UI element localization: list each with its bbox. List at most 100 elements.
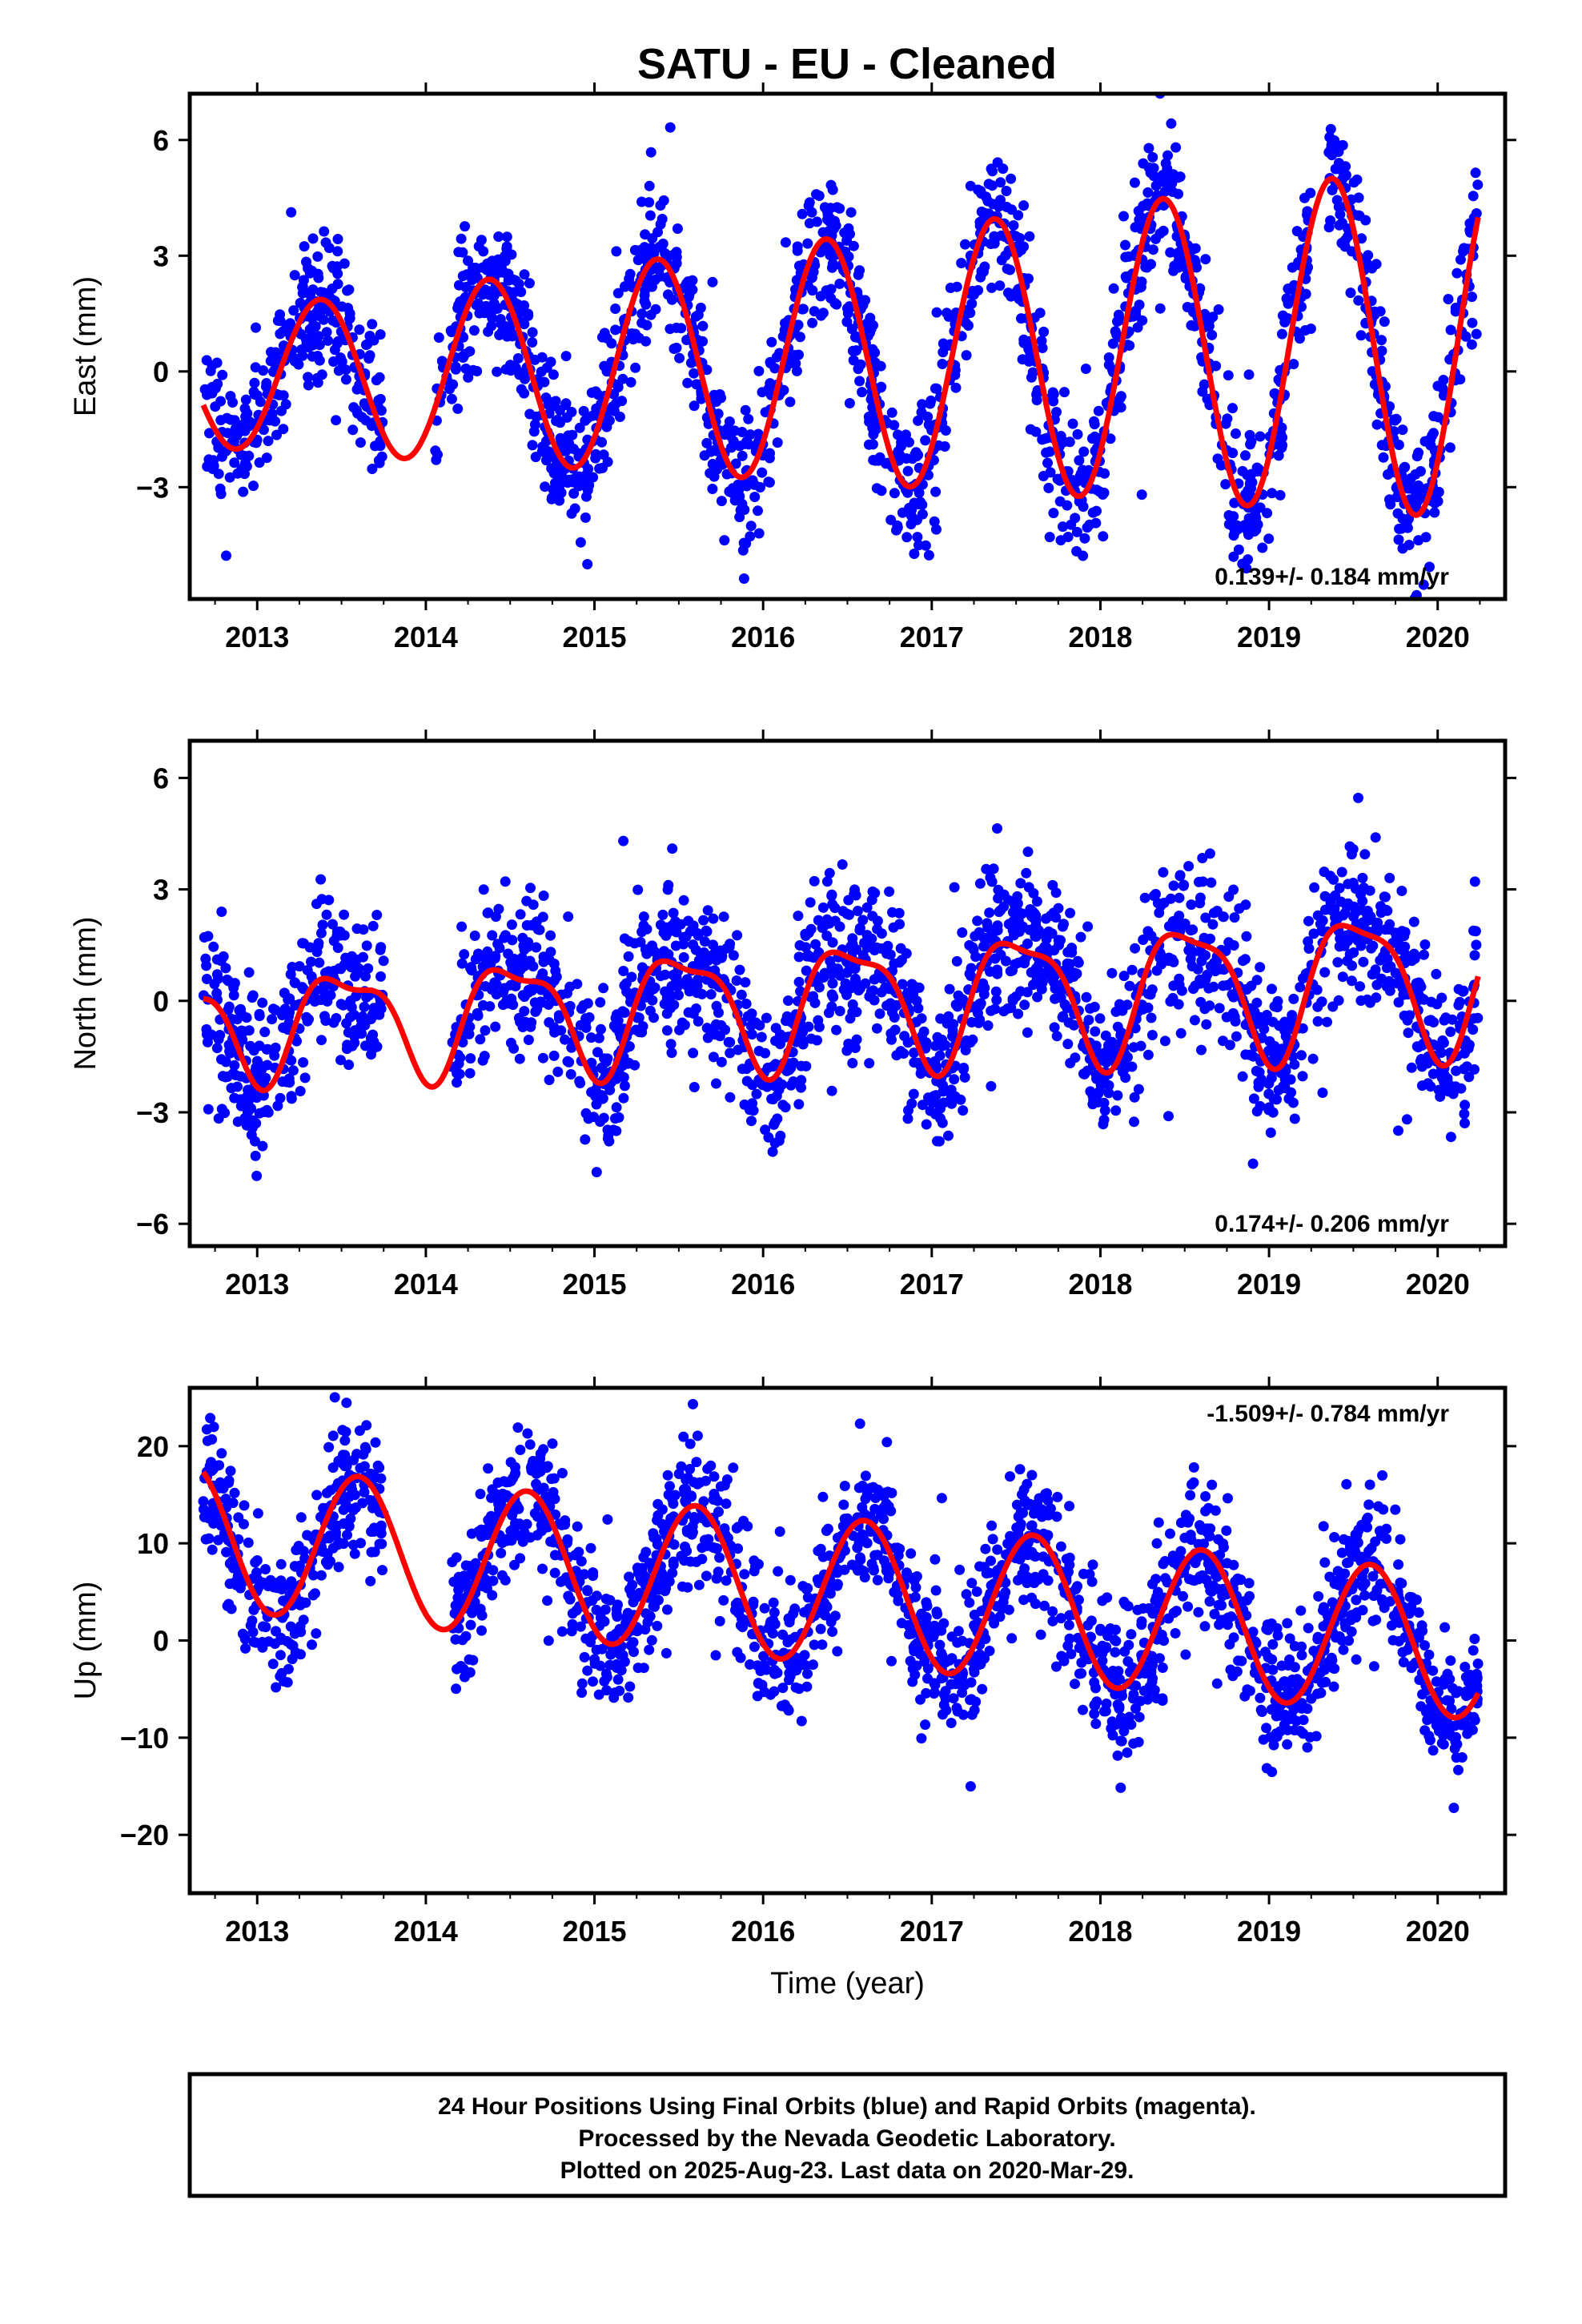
data-point <box>908 1088 919 1100</box>
data-point <box>665 1003 677 1014</box>
data-point <box>1013 957 1024 968</box>
data-point <box>284 993 295 1004</box>
data-point <box>716 392 726 404</box>
data-point <box>984 1646 995 1656</box>
data-point <box>825 283 837 295</box>
data-point <box>232 468 243 479</box>
data-point <box>1075 931 1086 943</box>
data-point <box>1460 1100 1471 1111</box>
data-point <box>490 1021 501 1032</box>
data-point <box>968 944 979 955</box>
data-point <box>332 234 343 244</box>
data-point <box>361 940 372 951</box>
data-point <box>456 233 467 244</box>
data-point <box>854 925 865 935</box>
data-point <box>1297 1071 1308 1082</box>
data-point <box>1139 892 1150 903</box>
data-point <box>518 940 529 951</box>
data-point <box>201 355 212 366</box>
data-point <box>1288 993 1299 1004</box>
data-point <box>1338 910 1349 921</box>
x-tick-label: 2016 <box>731 621 795 653</box>
data-point <box>749 492 761 502</box>
data-point <box>1108 283 1119 294</box>
data-point <box>975 271 986 283</box>
data-point <box>832 963 843 975</box>
data-point <box>1151 965 1162 976</box>
data-point <box>1223 510 1235 521</box>
data-point <box>524 955 536 967</box>
data-point <box>219 1108 231 1119</box>
data-point <box>282 1677 293 1688</box>
data-point <box>987 166 998 177</box>
data-point <box>495 267 506 278</box>
data-point <box>715 1481 726 1492</box>
data-point <box>1134 1711 1145 1723</box>
data-point <box>574 422 585 433</box>
data-point <box>1273 1084 1284 1096</box>
data-point <box>472 366 483 376</box>
data-point <box>909 448 921 460</box>
data-point <box>1229 912 1240 923</box>
data-point <box>992 964 1002 975</box>
data-point <box>729 425 741 436</box>
data-point <box>909 1047 919 1059</box>
data-point <box>791 365 802 376</box>
data-point <box>865 986 877 997</box>
data-point <box>354 324 365 336</box>
data-point <box>299 241 310 252</box>
data-point <box>481 264 492 275</box>
data-point <box>1043 482 1054 493</box>
data-point <box>688 920 699 931</box>
data-point <box>284 1077 295 1088</box>
data-point <box>739 478 750 489</box>
data-point <box>243 420 255 432</box>
data-point <box>373 455 384 466</box>
data-point <box>248 480 259 492</box>
data-point <box>1379 891 1391 903</box>
data-point <box>519 300 530 311</box>
data-point <box>1026 1470 1038 1481</box>
data-point <box>280 399 291 410</box>
data-point <box>1038 969 1050 980</box>
data-point <box>460 282 472 293</box>
data-point <box>946 1718 957 1728</box>
data-point <box>456 958 468 969</box>
data-point <box>765 448 775 459</box>
data-point <box>848 240 859 251</box>
data-point <box>584 480 595 491</box>
data-point <box>1317 1088 1328 1098</box>
data-point <box>460 348 471 360</box>
data-point <box>601 421 612 432</box>
data-point <box>367 1009 378 1020</box>
data-point <box>1431 968 1442 979</box>
data-point <box>257 997 268 1008</box>
x-tick-label: 2018 <box>1068 1268 1132 1301</box>
data-point <box>619 1007 630 1018</box>
data-point <box>1227 403 1238 414</box>
data-point <box>882 940 893 951</box>
data-point <box>213 1034 224 1045</box>
data-point <box>223 1004 234 1015</box>
data-point <box>312 268 323 279</box>
data-point <box>316 369 327 380</box>
data-point <box>536 984 547 995</box>
data-point <box>1227 989 1238 1000</box>
data-point <box>288 305 299 316</box>
data-point <box>1030 426 1042 437</box>
data-point <box>847 999 858 1010</box>
data-point <box>956 258 967 268</box>
data-point <box>271 429 282 440</box>
data-point <box>328 965 339 976</box>
data-point <box>1091 432 1102 444</box>
data-point <box>923 419 934 430</box>
data-point <box>556 438 566 449</box>
data-point <box>826 889 837 900</box>
data-point <box>1187 924 1199 935</box>
data-point <box>1094 1013 1106 1024</box>
data-point <box>1048 508 1059 519</box>
data-point <box>817 902 829 913</box>
data-point <box>586 1057 597 1068</box>
data-point <box>215 489 227 500</box>
data-point <box>743 439 754 450</box>
